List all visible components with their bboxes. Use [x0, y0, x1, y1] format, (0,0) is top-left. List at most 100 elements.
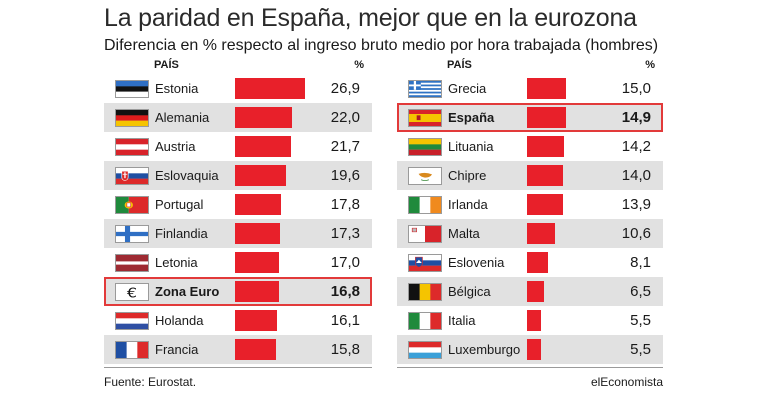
table-row: Eslovenia 8,1 — [397, 248, 663, 277]
latvia-flag-icon — [115, 254, 149, 272]
slovenia-flag-icon — [408, 254, 442, 272]
austria-flag-icon — [115, 138, 149, 156]
value-label-luxemburgo: 5,5 — [630, 341, 651, 358]
chart-subtitle: Diferencia en % respecto al ingreso brut… — [104, 37, 659, 54]
value-label-portugal: 17,8 — [330, 196, 360, 213]
country-label-eslovenia: Eslovenia — [448, 255, 505, 270]
country-label-luxemburgo: Luxemburgo — [448, 342, 521, 357]
country-label-chipre: Chipre — [448, 168, 487, 183]
ireland-flag-icon — [408, 196, 442, 214]
country-label-espana: España — [448, 110, 495, 125]
italy-flag-icon — [408, 312, 442, 330]
country-label-francia: Francia — [155, 342, 199, 357]
bar-estonia — [235, 78, 305, 99]
value-label-eslovaquia: 19,6 — [330, 167, 360, 184]
table-row: Eslovaquia 19,6 — [104, 161, 372, 190]
belgium-flag-icon — [408, 283, 442, 301]
bar-zona-euro — [235, 281, 279, 302]
greece-flag-icon — [408, 80, 442, 98]
france-flag-icon — [115, 341, 149, 359]
table-row: Luxemburgo 5,5 — [397, 335, 663, 364]
table-row: Lituania 14,2 — [397, 132, 663, 161]
bar-austria — [235, 136, 292, 157]
value-label-irlanda: 13,9 — [621, 196, 651, 213]
bar-eslovenia — [527, 252, 549, 273]
table-row: Francia 15,8 — [104, 335, 372, 364]
bar-grecia — [527, 78, 566, 99]
country-column-header: PAÍS — [447, 59, 472, 71]
country-label-finlandia: Finlandia — [155, 226, 208, 241]
svg-text:€: € — [127, 286, 137, 300]
value-label-chipre: 14,0 — [621, 167, 651, 184]
table-row: Malta 10,6 — [397, 219, 663, 248]
country-label-malta: Malta — [448, 226, 480, 241]
luxembourg-flag-icon — [408, 341, 442, 359]
finland-flag-icon — [115, 225, 149, 243]
chart-title: La paridad en España, mejor que en la eu… — [104, 4, 637, 32]
value-label-holanda: 16,1 — [330, 312, 360, 329]
bar-francia — [235, 339, 277, 360]
bar-irlanda — [527, 194, 564, 215]
spain-flag-icon — [408, 109, 442, 127]
bar-finlandia — [235, 223, 280, 244]
value-label-austria: 21,7 — [330, 138, 360, 155]
bar-alemania — [235, 107, 293, 128]
value-label-letonia: 17,0 — [330, 254, 360, 271]
value-label-francia: 15,8 — [330, 341, 360, 358]
slovakia-flag-icon — [115, 167, 149, 185]
percent-column-header: % — [354, 59, 364, 71]
bar-portugal — [235, 194, 282, 215]
cyprus-flag-icon — [408, 167, 442, 185]
table-row: Finlandia 17,3 — [104, 219, 372, 248]
publisher-brand: elEconomista — [590, 375, 663, 389]
table-row: Letonia 17,0 — [104, 248, 372, 277]
value-label-finlandia: 17,3 — [330, 225, 360, 242]
table-row: Austria 21,7 — [104, 132, 372, 161]
table-row: Holanda 16,1 — [104, 306, 372, 335]
value-label-malta: 10,6 — [621, 225, 651, 242]
value-label-eslovenia: 8,1 — [630, 254, 651, 271]
country-label-estonia: Estonia — [155, 81, 199, 96]
country-label-alemania: Alemania — [155, 110, 210, 125]
right-table: PAÍS % Grecia 15,0 España 14,9 Lituania 14,2 C… — [397, 58, 663, 368]
country-column-header: PAÍS — [154, 59, 179, 71]
table-row: Chipre 14,0 — [397, 161, 663, 190]
netherlands-flag-icon — [115, 312, 149, 330]
value-label-grecia: 15,0 — [621, 80, 651, 97]
value-label-estonia: 26,9 — [330, 80, 360, 97]
table-header: PAÍS % — [104, 58, 372, 74]
bar-belgica — [527, 281, 544, 302]
country-label-holanda: Holanda — [155, 313, 204, 328]
bar-letonia — [235, 252, 280, 273]
table-row: Bélgica 6,5 — [397, 277, 663, 306]
bar-luxemburgo — [527, 339, 542, 360]
left-table: PAÍS % Estonia 26,9 Alemania 22,0 Austria 21,… — [104, 58, 372, 368]
bar-eslovaquia — [235, 165, 286, 186]
table-row: Alemania 22,0 — [104, 103, 372, 132]
country-label-portugal: Portugal — [155, 197, 204, 212]
country-label-irlanda: Irlanda — [448, 197, 488, 212]
table-divider — [397, 367, 663, 368]
lithuania-flag-icon — [408, 138, 442, 156]
table-divider — [104, 367, 372, 368]
table-row: Italia 5,5 — [397, 306, 663, 335]
country-label-belgica: Bélgica — [448, 284, 491, 299]
bar-malta — [527, 223, 555, 244]
table-row: Estonia 26,9 — [104, 74, 372, 103]
country-label-zona-euro: Zona Euro — [155, 284, 220, 299]
table-row: Grecia 15,0 — [397, 74, 663, 103]
bar-italia — [527, 310, 542, 331]
country-label-letonia: Letonia — [155, 255, 198, 270]
source-note: Fuente: Eurostat. — [104, 375, 197, 389]
portugal-flag-icon — [115, 196, 149, 214]
value-label-alemania: 22,0 — [330, 109, 360, 126]
highlighted-row: € Zona Euro 16,8 — [104, 277, 372, 306]
country-label-eslovaquia: Eslovaquia — [155, 168, 219, 183]
bar-espana — [527, 107, 566, 128]
country-label-italia: Italia — [448, 313, 476, 328]
country-label-lituania: Lituania — [448, 139, 494, 154]
estonia-flag-icon — [115, 80, 149, 98]
malta-flag-icon — [408, 225, 442, 243]
bar-chipre — [527, 165, 564, 186]
country-label-grecia: Grecia — [448, 81, 487, 96]
